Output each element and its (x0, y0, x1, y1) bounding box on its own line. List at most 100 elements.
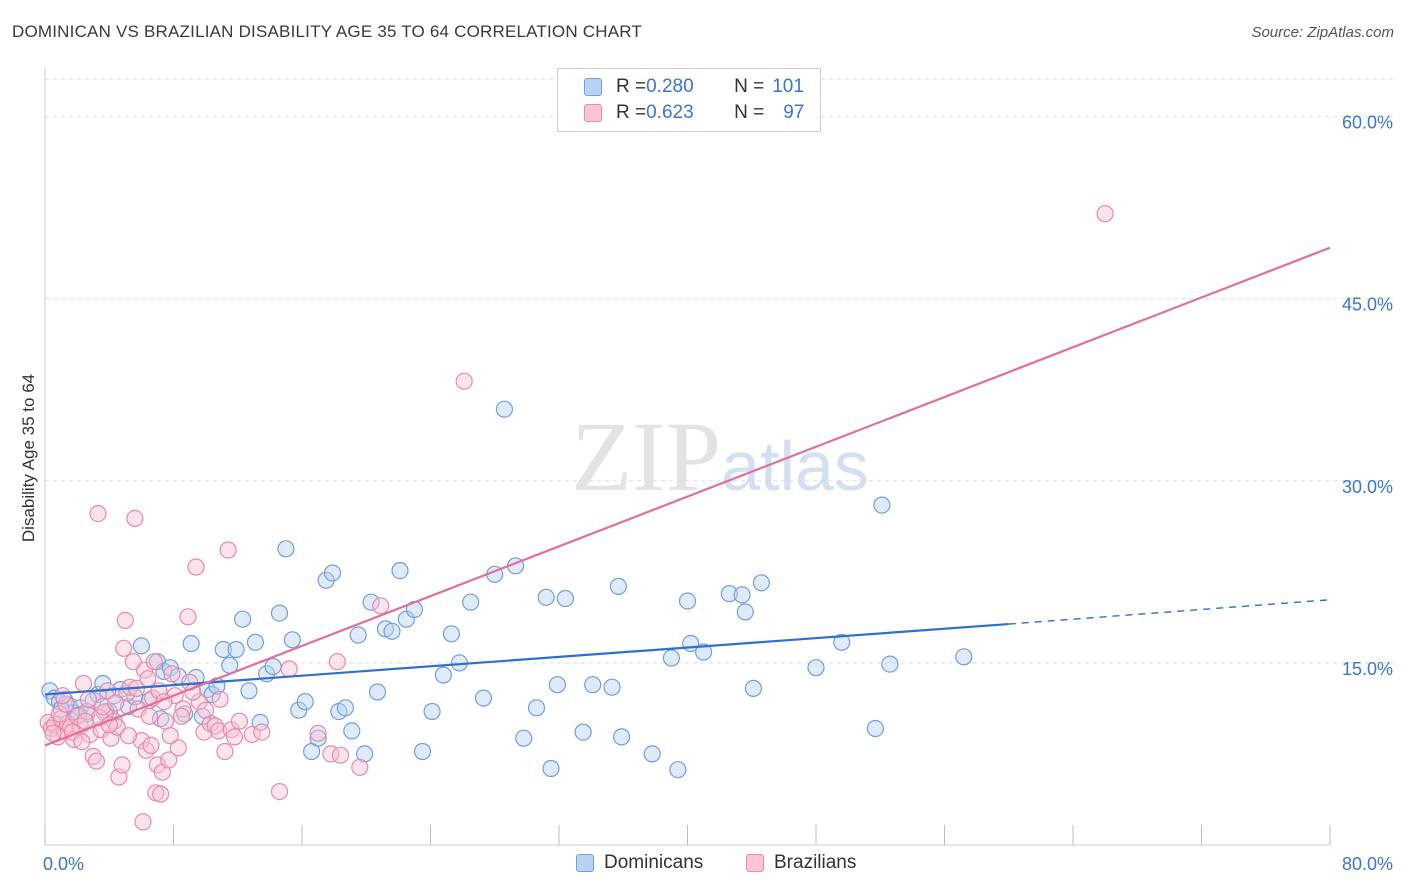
point-dominican (548, 676, 567, 694)
point-dominican (296, 693, 314, 711)
point-brazilian (161, 727, 179, 745)
point-dominican (203, 685, 221, 704)
point-dominican (214, 640, 232, 659)
point-brazilian (331, 746, 350, 764)
point-brazilian (209, 722, 228, 740)
point-brazilian (219, 541, 237, 559)
point-brazilian (187, 558, 205, 576)
point-dominican (833, 633, 851, 651)
y-tick-label: 15.0% (1342, 659, 1393, 679)
point-brazilian (163, 665, 181, 683)
point-brazilian (230, 712, 248, 730)
point-brazilian (54, 687, 72, 705)
point-brazilian (137, 741, 155, 759)
point-brazilian (115, 639, 133, 657)
point-dominican (495, 400, 513, 418)
point-dominican (423, 702, 441, 721)
correlation-legend: R = 0.280 N = 101 R = 0.623 N = 97 (557, 68, 821, 132)
legend-row-dominicans: R = 0.280 N = 101 (584, 75, 804, 99)
point-brazilian (73, 733, 91, 751)
point-brazilian (156, 712, 175, 730)
legend-n-label: N = (734, 102, 765, 123)
point-dominican (733, 586, 751, 604)
point-dominican (881, 655, 899, 673)
point-dominican (574, 723, 592, 741)
point-dominican (234, 610, 252, 628)
point-dominican (752, 574, 771, 592)
point-brazilian (328, 653, 346, 671)
legend-r-value: 0.623 (646, 102, 694, 123)
point-brazilian (139, 670, 157, 688)
legend-label-dominicans: Dominicans (604, 852, 704, 873)
point-brazilian (50, 705, 69, 723)
point-dominican (349, 626, 367, 644)
swatch-brazilians-bottom (746, 854, 764, 872)
point-dominican (609, 577, 628, 596)
legend-label-brazilians: Brazilians (774, 852, 857, 873)
point-dominican (434, 666, 452, 684)
point-brazilian (102, 729, 120, 747)
point-brazilian (119, 727, 138, 745)
point-brazilian (140, 707, 158, 725)
point-brazilian (1096, 205, 1114, 223)
swatch-dominicans (584, 78, 602, 96)
y-axis-label: Disability Age 35 to 64 (19, 374, 38, 542)
point-dominican (736, 603, 754, 621)
point-dominican (474, 689, 493, 707)
point-brazilian (94, 697, 112, 716)
point-brazilian (309, 724, 327, 742)
point-brazilian (280, 660, 298, 678)
point-dominican (323, 564, 342, 582)
point-dominican (132, 637, 150, 655)
point-dominican (368, 683, 387, 701)
x-tick-label: 80.0% (1342, 854, 1393, 874)
point-brazilian (126, 509, 144, 528)
point-dominican (270, 604, 289, 622)
point-brazilian (79, 690, 98, 708)
chart-source: Source: ZipAtlas.com (1251, 24, 1394, 41)
point-dominican (383, 622, 401, 640)
watermark: ZIPatlas (571, 401, 869, 512)
point-dominican (542, 759, 560, 778)
point-dominican (694, 643, 713, 661)
point-brazilian (372, 597, 390, 615)
point-brazilian (44, 724, 62, 742)
point-brazilian (89, 504, 107, 523)
legend-r-label: R = (616, 76, 647, 97)
swatch-dominicans-bottom (576, 854, 594, 872)
point-brazilian (87, 752, 106, 770)
legend-n-value: 97 (783, 102, 805, 123)
legend-n-value: 101 (772, 76, 804, 97)
point-dominican (678, 592, 697, 610)
point-dominican (744, 679, 763, 698)
point-brazilian (152, 785, 170, 803)
bottom-legend-brazilians: Brazilians (746, 852, 856, 874)
trend-line-dominicans (44, 622, 1009, 696)
legend-r-label: R = (616, 102, 647, 123)
point-dominican (362, 593, 380, 611)
swatch-brazilians (584, 104, 602, 122)
point-dominican (264, 657, 282, 676)
point-brazilian (134, 813, 152, 831)
watermark-zip: ZIP (571, 401, 721, 512)
watermark-atlas: atlas (721, 427, 869, 505)
trend-line-brazilians (44, 246, 1331, 747)
point-dominican (669, 761, 687, 779)
point-dominican (152, 710, 170, 728)
point-dominican (309, 729, 327, 747)
point-brazilian (132, 731, 150, 750)
point-dominican (603, 678, 621, 696)
point-brazilian (169, 739, 187, 757)
point-dominican (955, 648, 973, 666)
point-brazilian (179, 608, 197, 626)
point-brazilian (172, 707, 191, 725)
point-brazilian (116, 611, 134, 630)
point-brazilian (211, 690, 229, 708)
point-brazilian (68, 707, 86, 725)
point-brazilian (216, 742, 234, 761)
point-dominican (413, 742, 432, 761)
point-brazilian (206, 717, 224, 735)
point-dominican (537, 588, 555, 606)
point-dominican (643, 745, 661, 763)
